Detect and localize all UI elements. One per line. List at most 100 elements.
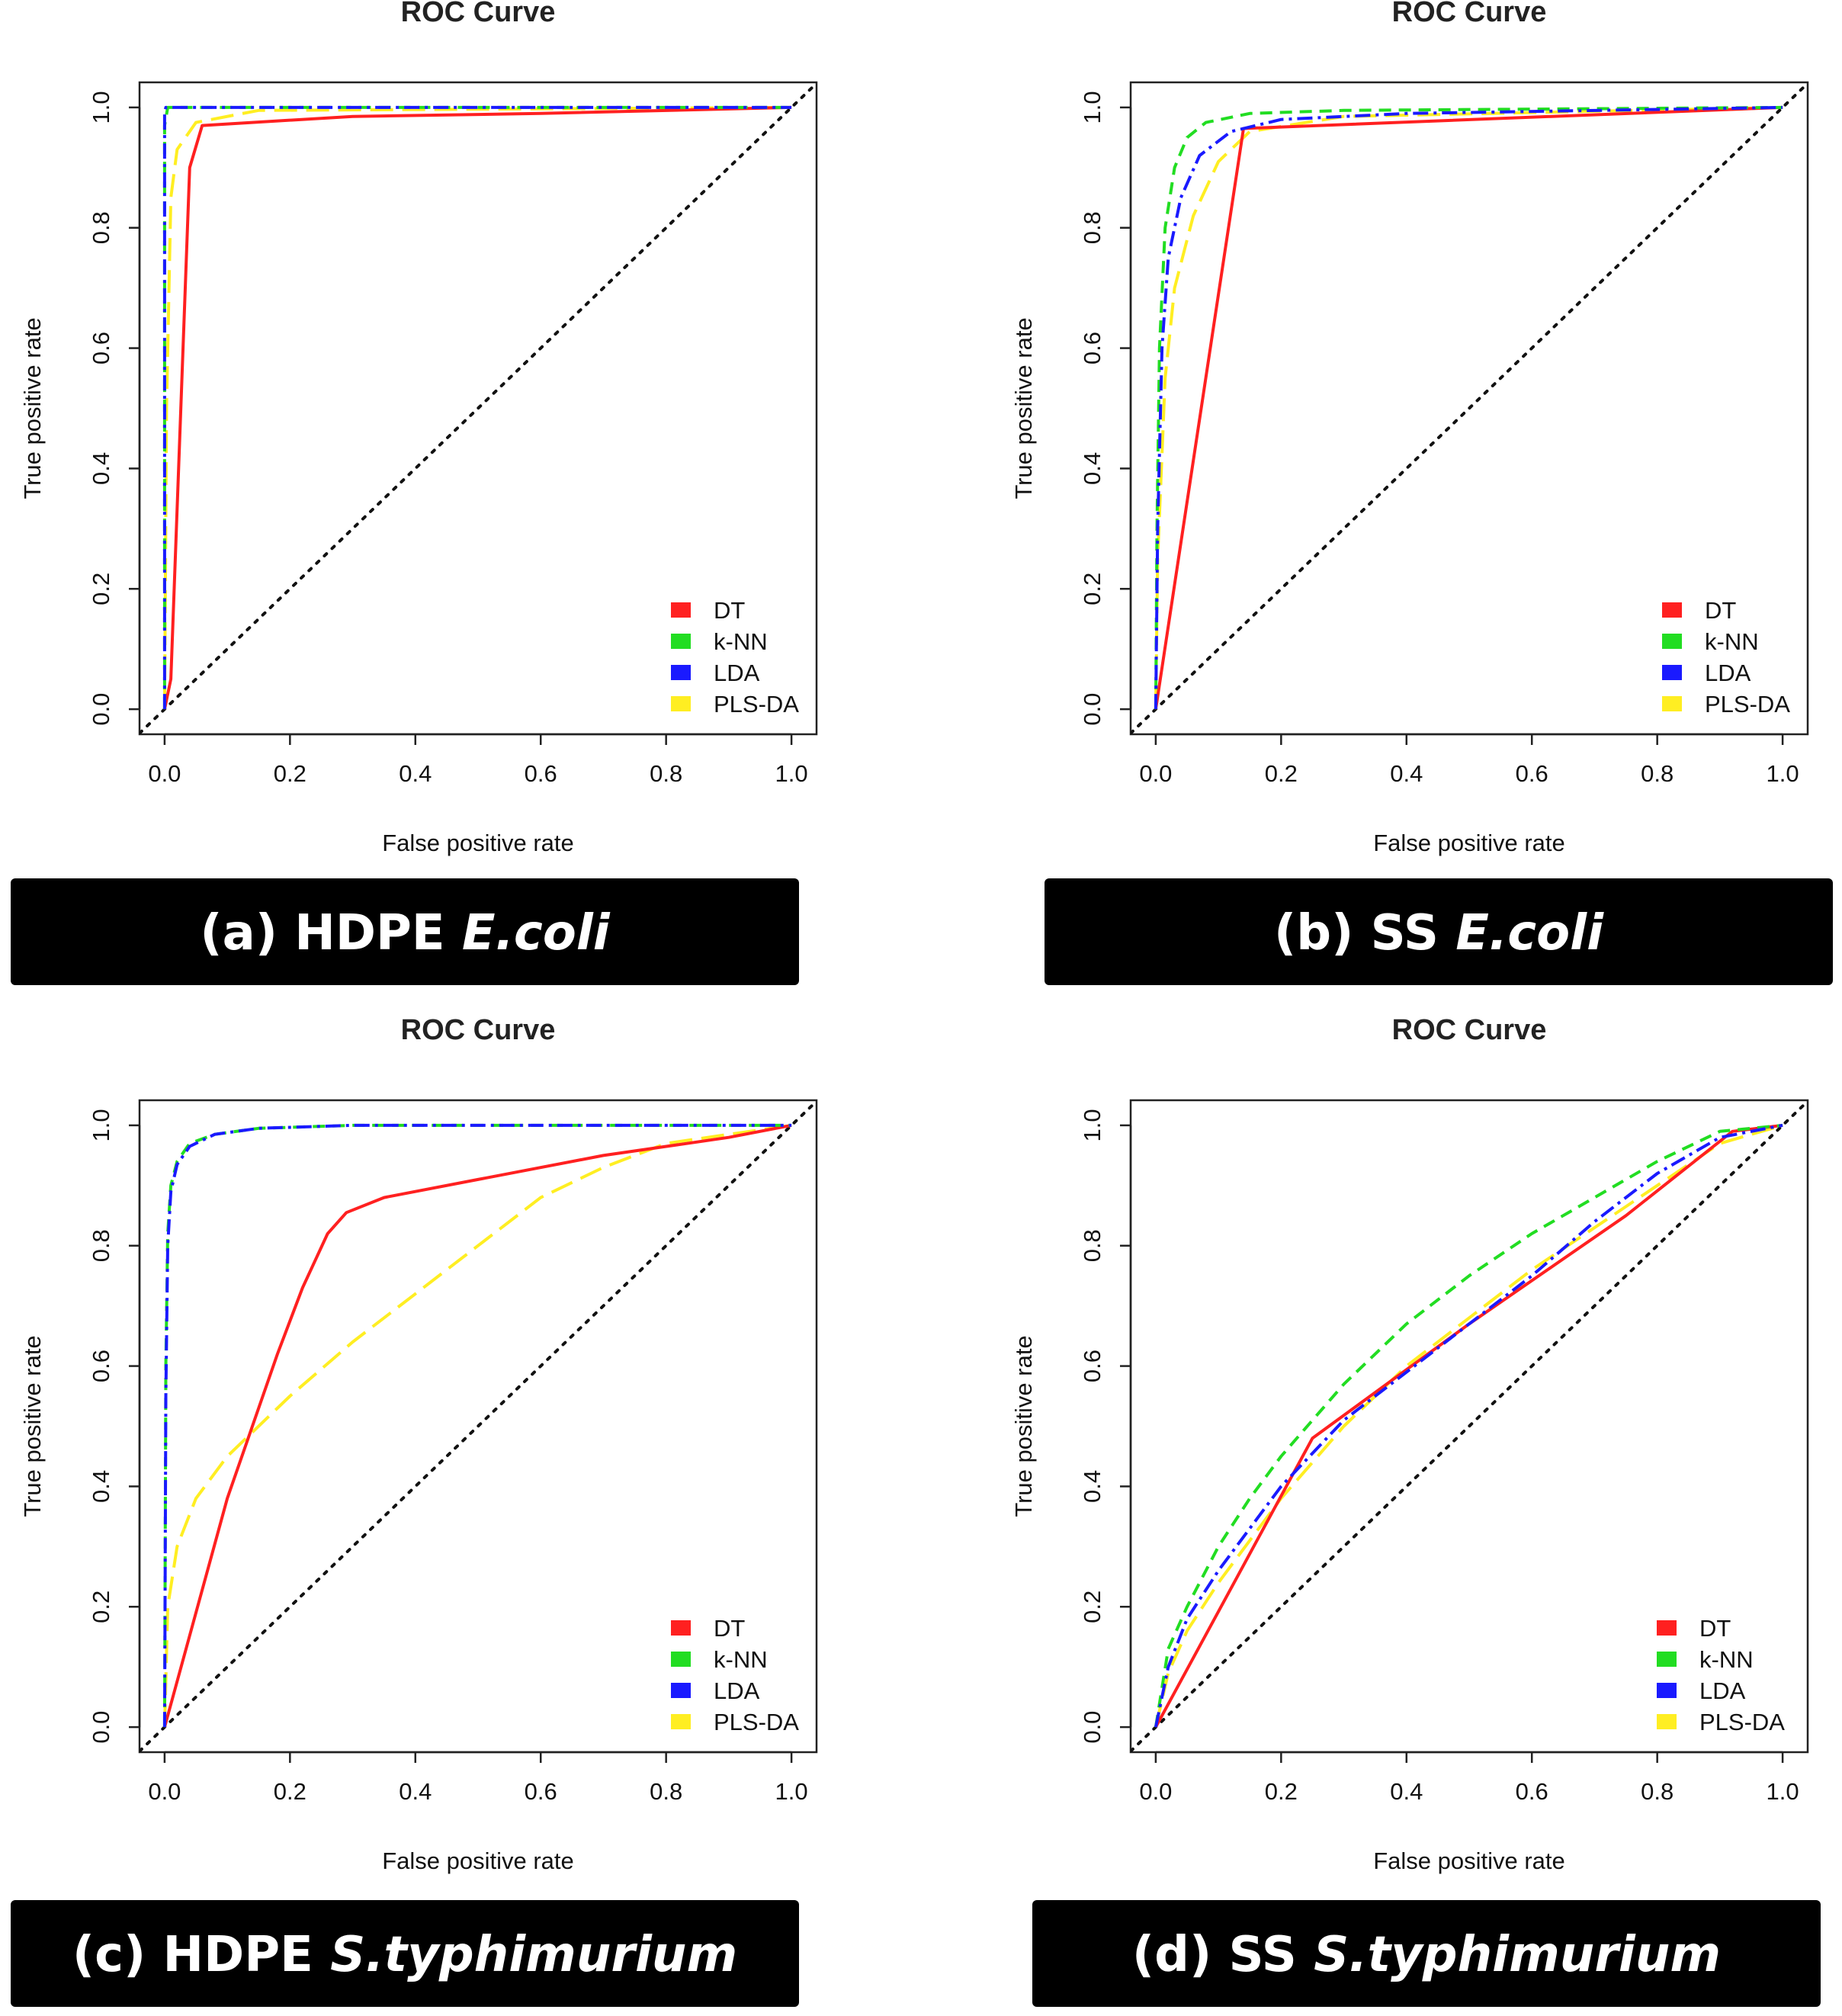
legend-label: DT [714,1615,745,1642]
x-tick-label: 0.6 [1516,1778,1548,1805]
y-tick-label: 1.0 [88,1109,114,1141]
x-tick-label: 0.4 [1390,760,1423,787]
y-tick-label: 0.4 [88,452,114,485]
y-tick-label: 0.8 [1079,1229,1106,1262]
legend: DT k-NN LDA PLS-DA [671,597,799,717]
y-tick-label: 0.4 [1079,1470,1106,1503]
legend-label: PLS-DA [1705,691,1790,717]
series-dt-line [162,1123,792,1728]
y-tick-label: 0.4 [1079,452,1106,485]
x-tick-label: 0.6 [1516,760,1548,787]
legend-swatch [671,634,691,649]
roc-panel-4: ROC Curve 0.0 0.2 0.4 0.6 0.8 1.0 0.0 0.2 0.4 0.6 0… [1010,1014,1809,1874]
legend-label: DT [1699,1615,1731,1642]
legend-swatch [671,1652,691,1667]
x-tick-label: 1.0 [1767,760,1799,787]
y-axis-label: True positive rate [1010,1335,1037,1517]
series-group [140,1100,817,1752]
legend-label: DT [1705,597,1736,624]
legend-swatch [1662,665,1682,680]
y-tick-label: 0.0 [88,1711,114,1744]
legend-swatch [1657,1683,1677,1698]
x-tick-label: 0.2 [274,1778,306,1805]
x-axis-label: False positive rate [382,830,574,856]
legend-label: LDA [1699,1677,1746,1704]
x-axis-label: False positive rate [1373,1847,1565,1874]
caption-prefix: (d) SS [1132,1927,1314,1983]
legend: DT k-NN LDA PLS-DA [1662,597,1790,717]
legend-swatch [671,665,691,680]
legend-swatch [1657,1620,1677,1636]
series-diagonal-line [140,82,817,734]
y-tick-label: 0.2 [88,1591,114,1623]
y-tick-label: 0.4 [88,1470,114,1503]
x-tick-label: 0.8 [650,760,682,787]
legend-swatch [1662,634,1682,649]
y-tick-label: 1.0 [1079,1109,1106,1141]
panel-caption: (d) SS S.typhimurium [1132,1927,1721,1983]
series-lda-line [162,1123,792,1728]
y-tick-label: 0.0 [88,693,114,726]
caption-organism: S.typhimurium [330,1927,737,1983]
chart-title: ROC Curve [401,1014,556,1046]
legend-label: PLS-DA [1699,1709,1785,1735]
y-tick-label: 0.2 [88,573,114,605]
series-group [140,82,817,734]
caption-prefix: (c) HDPE [72,1927,330,1983]
caption-organism: S.typhimurium [1314,1927,1721,1983]
x-tick-label: 0.6 [525,760,557,787]
series-dt-line [162,105,792,710]
legend-label: k-NN [714,1646,768,1673]
series-plsda-line [162,1123,792,1728]
y-axis-label: True positive rate [1010,317,1037,499]
legend-label: LDA [714,660,760,686]
series-group [1131,1100,1808,1752]
roc-panel-3: ROC Curve 0.0 0.2 0.4 0.6 0.8 1.0 0.0 0.2 0.4 0.6 0… [19,1014,818,1874]
series-diagonal-line [140,1100,817,1752]
x-tick-label: 0.2 [1265,760,1298,787]
series-lda-line [162,105,792,710]
y-tick-label: 1.0 [1079,91,1106,124]
series-diagonal-line [1131,1100,1808,1752]
series-knn-line [1154,1123,1783,1728]
y-tick-label: 0.6 [88,1350,114,1382]
x-tick-label: 0.4 [399,760,432,787]
legend-label: LDA [714,1677,760,1704]
x-tick-label: 0.0 [148,760,181,787]
y-tick-label: 0.2 [1079,573,1106,605]
legend-swatch [671,1620,691,1636]
y-tick-label: 0.6 [88,332,114,364]
chart-title: ROC Curve [401,0,556,28]
legend-swatch [671,1714,691,1729]
x-tick-label: 0.8 [1641,1778,1674,1805]
caption-prefix: (b) SS [1274,905,1455,961]
x-tick-label: 1.0 [1767,1778,1799,1805]
legend-swatch [1662,696,1682,711]
legend-swatch [1662,602,1682,618]
panel-caption: (b) SS E.coli [1274,905,1604,961]
roc-panel-1: ROC Curve 0.0 0.2 0.4 0.6 0.8 1.0 0.0 0.2 0.4 0.6 0… [19,0,818,856]
panel-caption: (c) HDPE S.typhimurium [72,1927,737,1983]
y-tick-label: 0.6 [1079,332,1106,364]
x-tick-label: 1.0 [775,1778,808,1805]
x-tick-label: 0.2 [274,760,306,787]
panel-caption-bar [11,878,799,985]
series-lda-line [1154,1123,1783,1728]
series-knn-line [1154,105,1783,710]
series-lda-line [1154,105,1783,710]
panel-caption-bar [11,1900,799,2007]
chart-title: ROC Curve [1392,1014,1547,1046]
roc-panel-2: ROC Curve 0.0 0.2 0.4 0.6 0.8 1.0 0.0 0.2 0.4 0.6 0… [1010,0,1809,856]
x-tick-label: 0.0 [1139,1778,1172,1805]
x-tick-label: 0.2 [1265,1778,1298,1805]
y-tick-label: 1.0 [88,91,114,124]
legend: DT k-NN LDA PLS-DA [1657,1615,1785,1735]
panel-caption-bar [1045,878,1833,985]
x-tick-label: 0.6 [525,1778,557,1805]
chart-title: ROC Curve [1392,0,1547,28]
legend-label: PLS-DA [714,691,799,717]
series-group [1131,82,1808,734]
series-plsda-line [1154,105,1783,710]
y-tick-label: 0.8 [88,1229,114,1262]
y-tick-label: 0.8 [1079,211,1106,244]
